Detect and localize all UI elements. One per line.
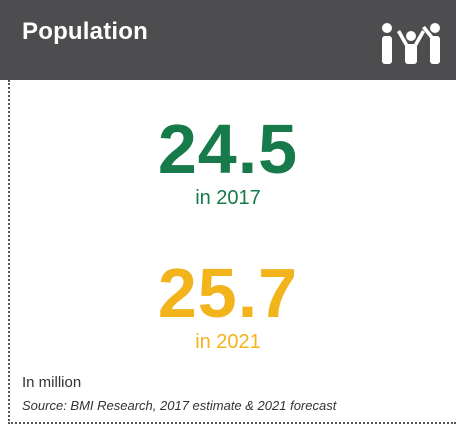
dotted-border-left — [8, 80, 10, 424]
dotted-border-bottom — [8, 422, 456, 424]
people-group-icon — [382, 23, 440, 64]
stat-2017: 24.5 in 2017 — [0, 114, 456, 210]
stat-value: 25.7 — [157, 254, 299, 332]
card-title: Population — [22, 18, 148, 45]
card-header: Population — [0, 0, 456, 80]
stat-2021: 25.7 in 2021 — [0, 258, 456, 354]
stat-caption: in 2021 — [195, 331, 261, 353]
stat-value: 24.5 — [157, 110, 299, 188]
stat-caption: in 2017 — [195, 187, 261, 209]
unit-note: In million — [22, 374, 82, 391]
source-note: Source: BMI Research, 2017 estimate & 20… — [22, 398, 337, 413]
